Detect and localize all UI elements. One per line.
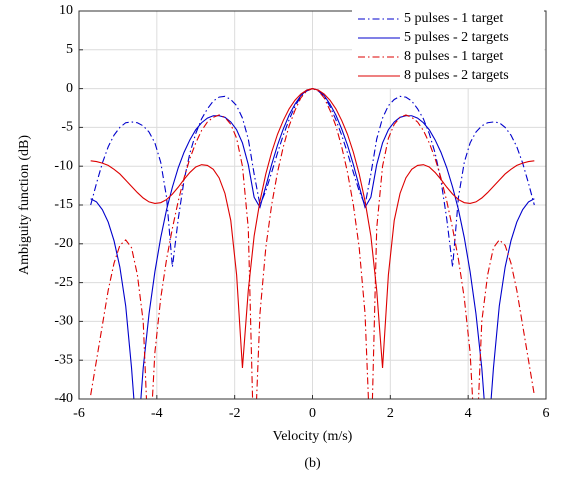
series-line — [90, 88, 535, 268]
y-tick-label: -10 — [54, 158, 73, 173]
legend-label: 5 pulses - 2 targets — [404, 30, 509, 45]
y-tick-label: -25 — [54, 275, 73, 290]
legend-box — [352, 10, 544, 88]
x-tick-label: 6 — [543, 406, 550, 421]
legend-label: 8 pulses - 2 targets — [404, 68, 509, 83]
y-tick-label: -40 — [54, 391, 73, 406]
x-tick-label: -2 — [229, 406, 241, 421]
caption: (b) — [304, 456, 321, 471]
x-axis-label: Velocity (m/s) — [273, 429, 353, 444]
legend-label: 5 pulses - 1 target — [404, 11, 503, 26]
legend-label: 8 pulses - 1 target — [404, 49, 503, 64]
y-tick-label: -5 — [61, 120, 73, 135]
x-tick-label: -4 — [151, 406, 163, 421]
series-line — [90, 88, 535, 369]
x-tick-label: -6 — [73, 406, 85, 421]
y-tick-label: 0 — [66, 81, 73, 96]
y-tick-label: 10 — [59, 3, 73, 18]
y-axis-label: Ambiguity function (dB) — [17, 135, 32, 275]
y-tick-label: -15 — [54, 197, 73, 212]
x-tick-label: 2 — [387, 406, 394, 421]
y-tick-label: -35 — [54, 352, 73, 367]
x-tick-label: 4 — [465, 406, 472, 421]
y-tick-label: 5 — [66, 42, 73, 57]
y-tick-label: -30 — [54, 314, 73, 329]
y-tick-label: -20 — [54, 236, 73, 251]
x-tick-label: 0 — [309, 406, 316, 421]
